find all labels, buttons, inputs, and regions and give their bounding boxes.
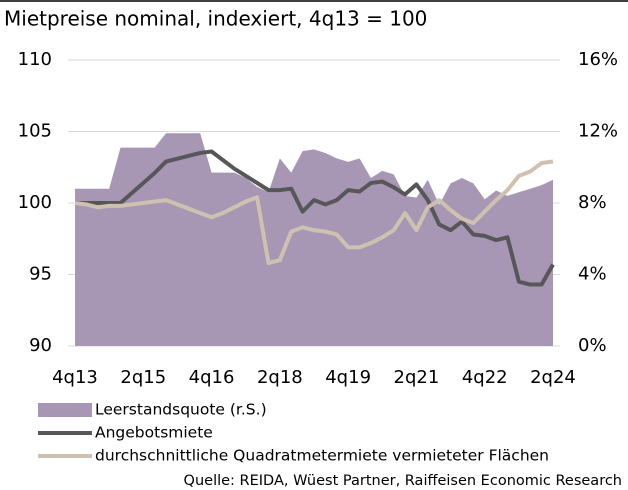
chart-title: Mietpreise nominal, indexiert, 4q13 = 10… <box>4 7 427 31</box>
y2-tick-label: 8% <box>578 192 607 213</box>
x-tick-label: 2q24 <box>530 367 576 388</box>
x-tick-label: 2q21 <box>394 367 440 388</box>
x-tick-label: 2q15 <box>120 367 166 388</box>
y-tick-label: 90 <box>29 335 52 356</box>
source: Quelle: REIDA, Wüest Partner, Raiffeisen… <box>184 473 622 489</box>
line <box>74 159 554 266</box>
legend-label: Leerstandsquote (r.S.) <box>95 401 267 419</box>
x-tick-label: 4q19 <box>325 367 371 388</box>
y-tick-label: 105 <box>18 121 52 142</box>
y2-tick-label: 4% <box>578 264 607 285</box>
legend-swatch <box>38 403 92 417</box>
x-tick-label: 4q16 <box>189 367 235 388</box>
y-tick-label: 100 <box>18 192 52 213</box>
y2-tick-label: 12% <box>578 121 618 142</box>
legend-label: durchschnittliche Quadratmetermiete verm… <box>95 447 549 465</box>
legend-label: Angebotsmiete <box>95 424 213 442</box>
y-tick-label: 95 <box>29 264 52 285</box>
y2-tick-label: 0% <box>578 335 607 356</box>
y2-tick-label: 16% <box>578 49 618 70</box>
x-tick-label: 4q22 <box>462 367 508 388</box>
y-tick-label: 110 <box>18 49 52 70</box>
area <box>75 133 553 346</box>
x-tick-label: 2q18 <box>257 367 303 388</box>
line <box>75 149 555 287</box>
x-tick-label: 4q13 <box>52 367 98 388</box>
